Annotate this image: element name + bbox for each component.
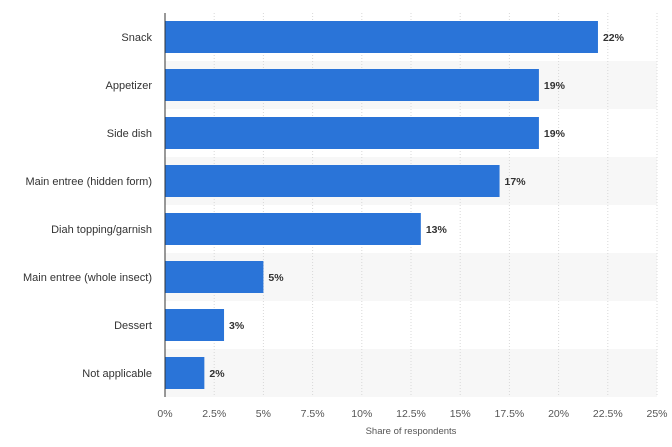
x-axis-title: Share of respondents [366,426,457,437]
value-label: 19% [544,80,566,92]
x-tick-label: 25% [646,408,667,420]
value-label: 2% [209,368,225,380]
value-label: 13% [426,224,448,236]
x-tick-labels: 0% 2.5% 5% 7.5% 10% 12.5% 15% 17.5% 20% 22.5% 25% [157,408,667,420]
bar[interactable] [165,213,421,245]
x-tick-label: 17.5% [495,408,525,420]
category-label: Dessert [114,320,152,332]
x-tick-label: 2.5% [202,408,226,420]
x-tick-label: 22.5% [593,408,623,420]
bar[interactable] [165,69,539,101]
x-tick-label: 10% [351,408,372,420]
x-tick-label: 12.5% [396,408,426,420]
category-label: Appetizer [106,80,153,92]
category-label: Main entree (whole insect) [23,272,152,284]
value-label: 19% [544,128,566,140]
bar[interactable] [165,21,598,53]
category-label: Snack [121,32,152,44]
x-tick-label: 20% [548,408,569,420]
bars [165,21,598,389]
category-label: Diah topping/garnish [51,224,152,236]
value-label: 22% [603,32,625,44]
category-label: Not applicable [82,368,152,380]
bar[interactable] [165,261,264,293]
value-label: 5% [268,272,284,284]
value-labels: 22% 19% 19% 17% 13% 5% 3% 2% [209,32,624,380]
bar[interactable] [165,117,539,149]
category-labels: Snack Appetizer Side dish Main entree (hidd… [23,32,153,380]
category-label: Side dish [107,128,152,140]
value-label: 17% [505,176,527,188]
x-tick-label: 15% [450,408,471,420]
category-label: Main entree (hidden form) [25,176,152,188]
x-tick-label: 7.5% [301,408,325,420]
bar[interactable] [165,309,225,341]
bar[interactable] [165,165,500,197]
value-label: 3% [229,320,245,332]
bar[interactable] [165,357,205,389]
x-tick-label: 5% [256,408,271,420]
x-tick-label: 0% [157,408,172,420]
